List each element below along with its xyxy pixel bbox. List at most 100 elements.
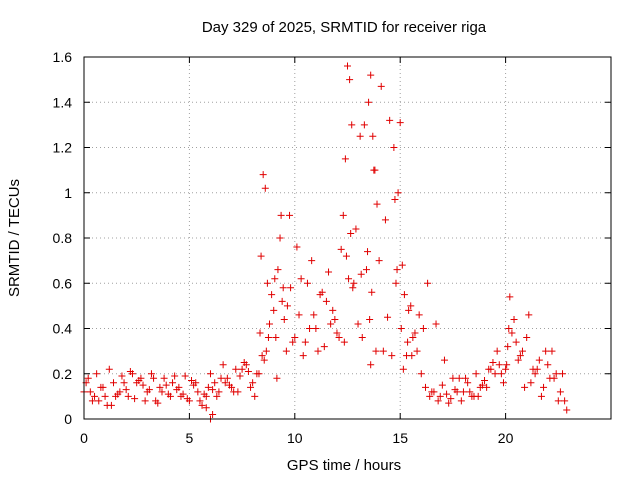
data-point <box>105 365 113 373</box>
data-point <box>512 338 520 346</box>
data-point <box>289 338 297 346</box>
data-point <box>95 397 103 405</box>
data-point <box>320 343 328 351</box>
data-point <box>447 395 455 403</box>
data-point <box>327 320 335 328</box>
data-point <box>282 347 290 355</box>
data-point <box>263 279 271 287</box>
y-tick-label: 1.4 <box>53 94 73 110</box>
data-point <box>215 388 223 396</box>
data-point <box>449 374 457 382</box>
data-point <box>217 374 225 382</box>
data-point <box>504 343 512 351</box>
data-point <box>466 388 474 396</box>
data-point <box>470 392 478 400</box>
data-point <box>478 381 486 389</box>
data-point <box>179 390 187 398</box>
data-point <box>264 334 272 342</box>
data-point <box>408 352 416 360</box>
data-point <box>139 381 147 389</box>
data-point <box>147 370 155 378</box>
data-point <box>200 390 208 398</box>
data-point <box>415 311 423 319</box>
data-point <box>443 390 451 398</box>
data-point <box>506 293 514 301</box>
data-point <box>352 225 360 233</box>
data-point <box>372 347 380 355</box>
data-point <box>464 379 472 387</box>
data-point <box>367 71 375 79</box>
data-point <box>86 388 94 396</box>
data-point <box>211 379 219 387</box>
data-point <box>232 365 240 373</box>
data-point <box>438 381 446 389</box>
data-point <box>206 370 214 378</box>
data-point <box>306 325 314 332</box>
data-point <box>384 313 392 321</box>
data-point <box>379 347 387 355</box>
data-point <box>354 320 362 328</box>
data-point <box>238 365 246 373</box>
data-point <box>124 392 132 400</box>
x-tick-label: 20 <box>498 430 514 446</box>
data-point <box>158 388 166 396</box>
data-point <box>472 370 480 378</box>
data-point <box>225 381 233 389</box>
data-point <box>367 361 375 369</box>
data-point <box>141 397 149 405</box>
data-points <box>80 62 571 423</box>
data-point <box>346 76 354 84</box>
data-point <box>196 397 204 405</box>
data-point <box>404 338 412 346</box>
data-point <box>301 338 309 346</box>
data-point <box>394 189 402 197</box>
data-point <box>348 121 356 129</box>
data-point <box>244 367 252 375</box>
data-point <box>335 334 343 342</box>
data-point <box>219 361 227 369</box>
data-point <box>204 383 212 391</box>
data-point <box>93 370 101 378</box>
plot-frame <box>83 56 612 420</box>
data-point <box>223 374 231 382</box>
data-point <box>256 329 264 337</box>
data-point <box>258 352 266 360</box>
data-point <box>502 365 510 373</box>
data-point <box>303 279 311 287</box>
data-point <box>279 284 287 292</box>
data-point <box>262 347 270 355</box>
data-point <box>122 386 130 394</box>
data-point <box>563 406 571 414</box>
data-point <box>257 252 265 260</box>
data-point <box>559 370 567 378</box>
data-point <box>514 356 522 364</box>
data-point <box>499 379 507 387</box>
data-point <box>242 361 250 369</box>
data-point <box>544 361 552 369</box>
data-point <box>368 288 376 296</box>
data-point <box>221 379 229 387</box>
data-point <box>118 372 126 380</box>
data-point <box>329 306 337 314</box>
data-point <box>491 370 499 378</box>
data-point <box>293 243 301 251</box>
data-point <box>421 383 429 391</box>
y-tick-label: 0.6 <box>53 275 73 291</box>
data-point <box>175 383 183 391</box>
data-point <box>150 374 158 382</box>
data-point <box>428 388 436 396</box>
data-point <box>310 311 318 319</box>
data-point <box>260 356 268 364</box>
data-point <box>249 379 257 387</box>
data-point <box>299 352 307 360</box>
data-point <box>411 329 419 337</box>
data-point <box>398 261 406 269</box>
data-point <box>276 234 284 242</box>
data-point <box>554 397 562 405</box>
data-point <box>495 361 503 369</box>
data-point <box>527 379 535 387</box>
data-point <box>312 325 320 332</box>
data-point <box>369 132 377 140</box>
data-point <box>247 383 255 391</box>
